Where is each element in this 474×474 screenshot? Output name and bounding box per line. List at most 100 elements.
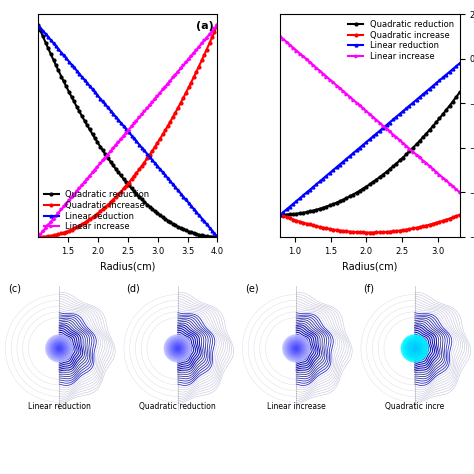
- Quadratic reduction: [457, 89, 463, 95]
- Circle shape: [290, 342, 303, 355]
- Circle shape: [410, 343, 420, 354]
- Circle shape: [408, 342, 421, 355]
- Circle shape: [54, 343, 64, 354]
- Quadratic reduction: [440, 111, 446, 117]
- Circle shape: [405, 338, 425, 358]
- Circle shape: [164, 335, 191, 362]
- Circle shape: [173, 343, 183, 354]
- Quadratic reduction: [384, 168, 390, 174]
- Circle shape: [294, 346, 298, 350]
- Line: Linear increase: Linear increase: [279, 35, 461, 194]
- Text: Quadratic incre: Quadratic incre: [385, 402, 444, 410]
- Quadratic increase: [145, 155, 151, 160]
- Legend: Quadratic reduction, Quadratic increase, Linear reduction, Linear increase: Quadratic reduction, Quadratic increase,…: [42, 189, 151, 233]
- Text: (a): (a): [196, 21, 214, 31]
- Linear increase: [35, 234, 41, 240]
- Linear increase: [277, 34, 283, 39]
- Linear increase: [384, 127, 390, 132]
- Linear reduction: [186, 201, 192, 207]
- Linear increase: [383, 126, 389, 132]
- Linear increase: [457, 190, 463, 195]
- Linear increase: [440, 175, 446, 181]
- Linear increase: [141, 109, 147, 114]
- Quadratic increase: [457, 212, 463, 218]
- Text: Linear increase: Linear increase: [267, 402, 326, 410]
- Linear increase: [198, 42, 203, 47]
- Linear increase: [145, 104, 151, 110]
- Linear reduction: [36, 23, 41, 28]
- Quadratic reduction: [145, 202, 151, 208]
- Quadratic increase: [441, 218, 447, 223]
- Line: Quadratic increase: Quadratic increase: [36, 23, 219, 238]
- Quadratic reduction: [387, 166, 393, 172]
- Linear increase: [278, 34, 284, 40]
- Quadratic increase: [278, 212, 284, 218]
- Line: Linear reduction: Linear reduction: [279, 62, 461, 216]
- Quadratic increase: [385, 229, 391, 235]
- Quadratic increase: [388, 229, 393, 235]
- Circle shape: [49, 338, 69, 358]
- Circle shape: [288, 340, 305, 357]
- Linear increase: [428, 165, 434, 171]
- Circle shape: [406, 340, 423, 357]
- Linear reduction: [383, 122, 389, 128]
- Linear reduction: [198, 214, 203, 220]
- Linear reduction: [278, 211, 284, 217]
- Quadratic reduction: [142, 200, 147, 205]
- Text: (e): (e): [245, 284, 259, 294]
- Circle shape: [171, 342, 184, 355]
- Circle shape: [413, 346, 417, 350]
- Circle shape: [176, 346, 180, 350]
- Circle shape: [51, 340, 68, 357]
- Quadratic reduction: [198, 232, 203, 238]
- Circle shape: [57, 346, 61, 350]
- Quadratic increase: [36, 234, 41, 240]
- Legend: Quadratic reduction, Quadratic increase, Linear reduction, Linear increase: Quadratic reduction, Quadratic increase,…: [346, 18, 456, 63]
- Linear reduction: [384, 122, 390, 128]
- Circle shape: [286, 338, 306, 358]
- Quadratic reduction: [35, 22, 41, 27]
- Quadratic increase: [142, 159, 147, 164]
- Circle shape: [401, 335, 428, 362]
- Line: Linear increase: Linear increase: [36, 23, 219, 238]
- Quadratic increase: [277, 212, 283, 218]
- Text: Quadratic reduction: Quadratic reduction: [139, 402, 216, 410]
- Line: Quadratic increase: Quadratic increase: [279, 213, 461, 234]
- Quadratic reduction: [141, 199, 147, 204]
- Quadratic increase: [186, 83, 192, 89]
- Linear reduction: [141, 147, 147, 153]
- Linear reduction: [142, 148, 147, 154]
- Quadratic reduction: [186, 229, 192, 235]
- Text: (f): (f): [364, 284, 374, 294]
- Quadratic increase: [429, 221, 435, 227]
- Quadratic reduction: [278, 212, 284, 218]
- Quadratic reduction: [383, 169, 389, 174]
- Linear increase: [142, 108, 147, 114]
- Linear increase: [186, 55, 192, 61]
- X-axis label: Radius(cm): Radius(cm): [342, 261, 398, 271]
- Linear reduction: [387, 119, 393, 125]
- Text: Linear reduction: Linear reduction: [28, 402, 91, 410]
- Circle shape: [411, 345, 418, 352]
- Circle shape: [293, 345, 300, 352]
- Quadratic reduction: [215, 234, 220, 240]
- Quadratic increase: [215, 22, 220, 27]
- Linear reduction: [215, 234, 220, 240]
- Linear reduction: [440, 74, 446, 80]
- Quadratic increase: [367, 230, 373, 236]
- X-axis label: Radius(cm): Radius(cm): [100, 261, 155, 271]
- Text: (d): (d): [127, 284, 140, 294]
- Text: (c): (c): [8, 284, 21, 294]
- Circle shape: [47, 337, 71, 360]
- Linear increase: [215, 22, 220, 27]
- Linear increase: [387, 129, 393, 135]
- Circle shape: [53, 342, 66, 355]
- Quadratic increase: [384, 229, 390, 235]
- Circle shape: [56, 345, 63, 352]
- Linear reduction: [428, 84, 434, 90]
- Circle shape: [291, 343, 301, 354]
- Line: Quadratic reduction: Quadratic reduction: [36, 23, 219, 238]
- Quadratic reduction: [428, 125, 434, 130]
- Quadratic reduction: [36, 23, 41, 29]
- Linear reduction: [277, 212, 283, 218]
